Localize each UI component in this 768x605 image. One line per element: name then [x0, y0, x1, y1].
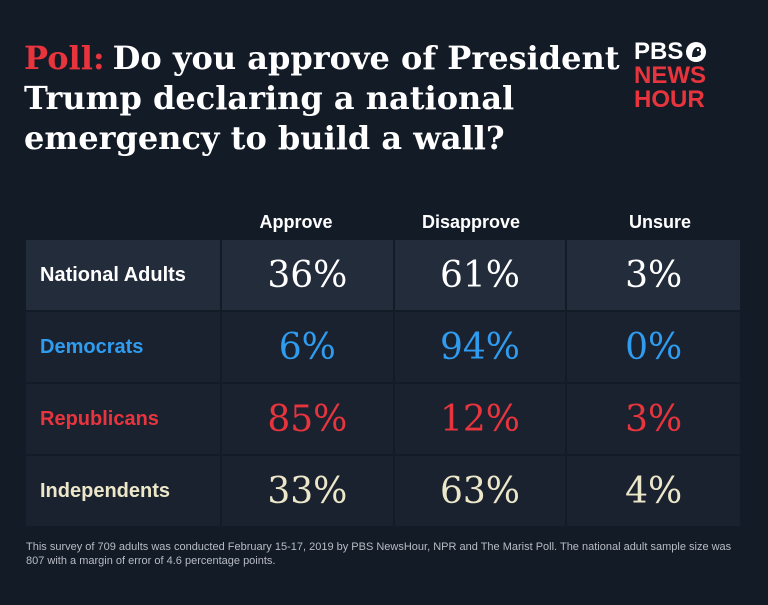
cell-approve: 6% [222, 312, 395, 384]
table-row: National Adults 36% 61% 3% [26, 240, 740, 312]
column-header-disapprove: Disapprove [421, 211, 521, 232]
column-header-unsure: Unsure [628, 211, 691, 232]
row-label: Independents [26, 456, 222, 526]
survey-footnote: This survey of 709 adults was conducted … [26, 541, 732, 567]
row-label: National Adults [26, 240, 222, 312]
row-label: Republicans [26, 384, 222, 456]
cell-disapprove: 61% [394, 240, 568, 312]
logo-news: NEWS [634, 62, 706, 89]
cell-disapprove: 94% [394, 312, 568, 384]
cell-unsure: 4% [567, 456, 740, 526]
title-question: Do you approve of President Trump declar… [24, 39, 620, 157]
table-row: Independents 33% 63% 4% [26, 456, 740, 526]
table-row: Democrats 6% 94% 0% [26, 312, 740, 384]
cell-approve: 85% [222, 384, 395, 456]
table-row: Republicans 85% 12% 3% [26, 384, 740, 456]
row-label: Democrats [26, 312, 222, 384]
pbs-head-icon [686, 42, 707, 62]
cell-disapprove: 63% [394, 456, 568, 526]
column-header-approve: Approve [259, 211, 333, 232]
logo-hour: HOUR [634, 86, 705, 113]
cell-unsure: 3% [567, 240, 740, 312]
pbs-newshour-logo: PBS NEWS HOUR [634, 40, 744, 112]
cell-unsure: 0% [567, 312, 740, 384]
cell-approve: 33% [222, 456, 395, 526]
cell-disapprove: 12% [394, 384, 568, 456]
cell-approve: 36% [222, 240, 395, 312]
title-prefix: Poll: [24, 39, 105, 77]
cell-unsure: 3% [567, 384, 740, 456]
page-title: Poll: Do you approve of President Trump d… [24, 38, 624, 158]
logo-pbs: PBS [634, 38, 684, 65]
poll-table: National Adults 36% 61% 3% Democrats 6% 94% 0% R… [26, 240, 740, 526]
